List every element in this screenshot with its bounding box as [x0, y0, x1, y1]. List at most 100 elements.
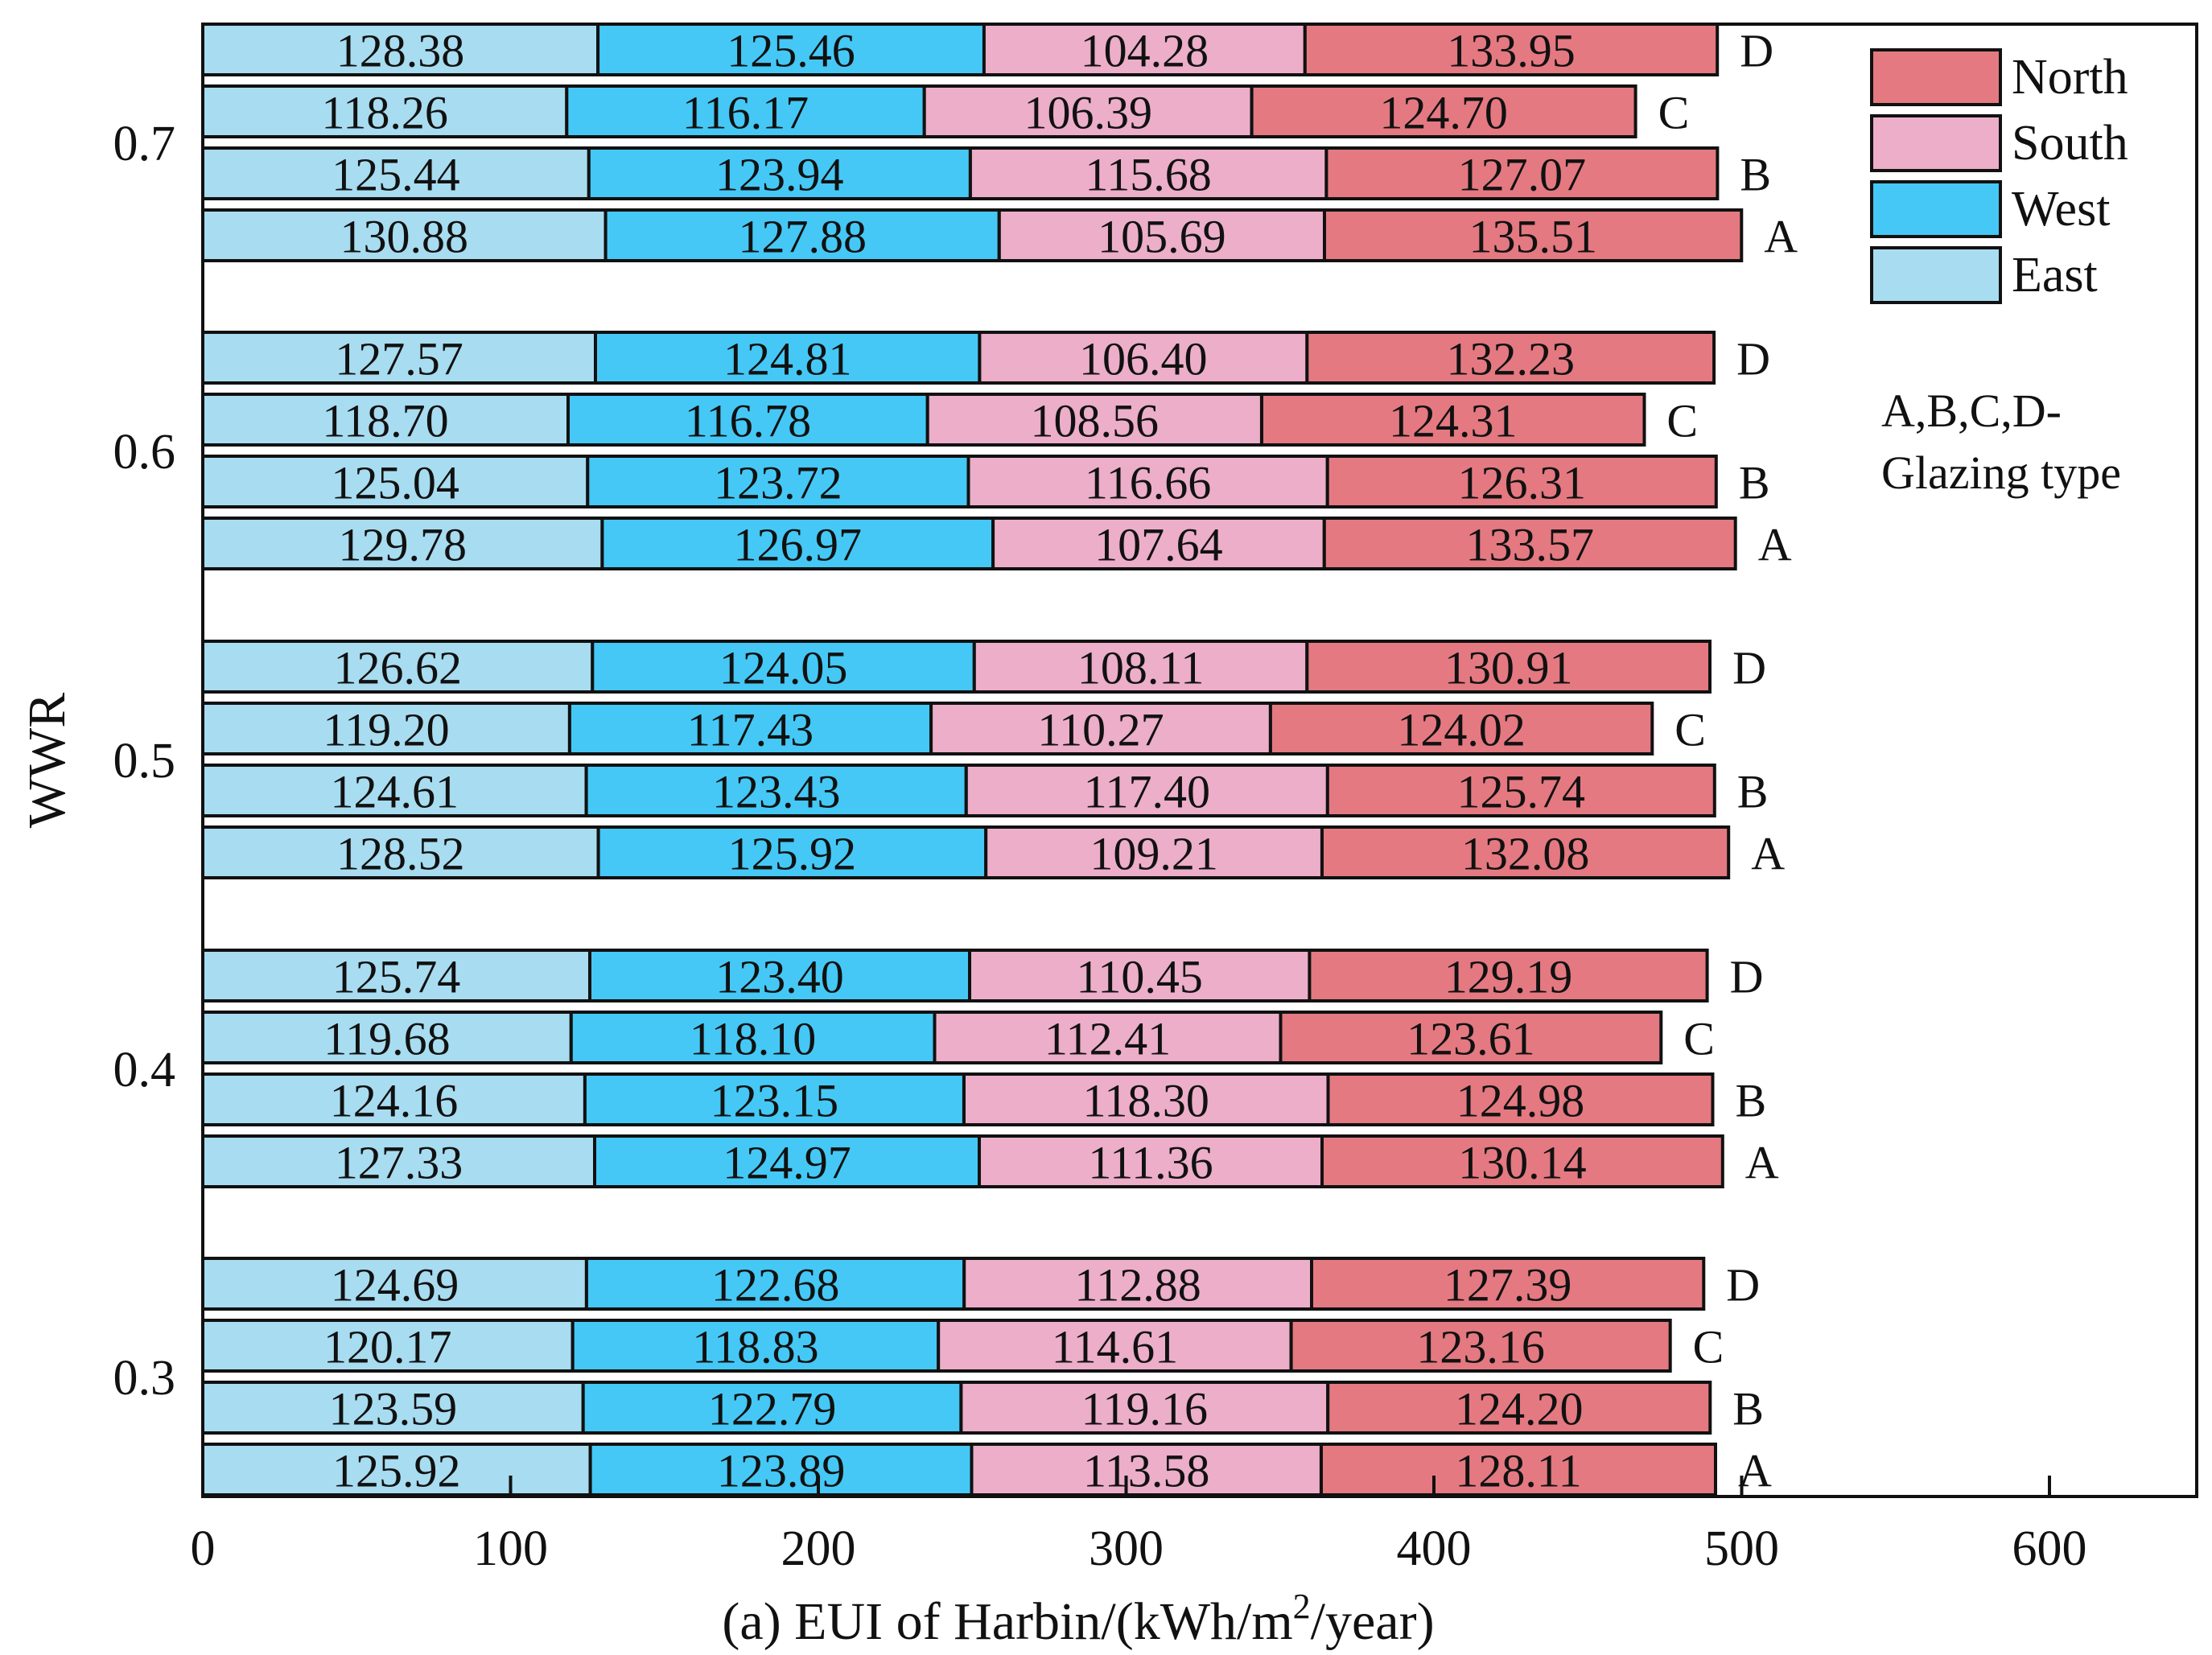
glazing-type-label: D — [1730, 951, 1764, 1003]
bar-segment-west — [596, 825, 988, 879]
bar-segment-east — [201, 84, 569, 138]
legend-swatch-south — [1870, 114, 2002, 172]
bar-segment-west — [600, 517, 995, 570]
bar-segment-west — [565, 84, 926, 138]
bar-segment-south — [922, 84, 1254, 138]
x-tick-label: 500 — [1704, 1521, 1779, 1576]
glazing-type-label: B — [1739, 457, 1770, 509]
bar-segment-west — [566, 393, 929, 447]
bar-value-label: 122.68 — [711, 1259, 840, 1311]
bar-segment-north — [1325, 455, 1718, 508]
bar-segment-west — [584, 1257, 966, 1311]
bar-segment-north — [1268, 702, 1654, 755]
x-tick-label: 600 — [2012, 1521, 2087, 1576]
y-tick-label: 0.3 — [113, 1351, 176, 1406]
bar-segment-west — [588, 949, 971, 1002]
bar-value-label: 135.51 — [1468, 211, 1597, 263]
glazing-type-label: D — [1732, 642, 1766, 694]
bar-segment-south — [929, 702, 1272, 755]
bar-value-label: 132.08 — [1461, 828, 1590, 880]
bar-value-label: 124.81 — [723, 333, 852, 385]
bar-segment-north — [1326, 1381, 1712, 1435]
bar-value-label: 124.69 — [331, 1259, 459, 1311]
bar-value-label: 125.44 — [332, 149, 460, 201]
bar-value-label: 124.16 — [330, 1075, 459, 1127]
glazing-type-label: C — [1666, 395, 1698, 447]
bar-value-label: 133.57 — [1465, 519, 1594, 571]
bar-value-label: 129.19 — [1444, 951, 1573, 1003]
bar-value-label: 116.66 — [1085, 457, 1211, 509]
glazing-type-label: D — [1740, 25, 1773, 77]
bar-segment-north — [1289, 1319, 1672, 1373]
legend-swatch-west — [1870, 180, 2002, 238]
bar-value-label: 124.02 — [1397, 704, 1526, 756]
glazing-type-label: A — [1745, 1137, 1779, 1189]
bar-value-label: 124.97 — [723, 1137, 851, 1189]
bar-segment-east — [201, 1381, 585, 1435]
bar-segment-north — [1326, 1072, 1715, 1126]
bar-value-label: 128.11 — [1455, 1445, 1581, 1497]
bar-value-label: 132.23 — [1446, 333, 1575, 385]
bar-value-label: 114.61 — [1052, 1321, 1178, 1373]
glazing-type-label: C — [1693, 1321, 1724, 1373]
x-axis-ticks: 0 100 200 300 400 500 600 — [191, 1476, 2087, 1576]
glazing-type-label: B — [1732, 1383, 1764, 1435]
y-tick-label: 0.7 — [113, 117, 176, 171]
bar-value-label: 127.33 — [335, 1137, 463, 1189]
y-tick-label: 0.4 — [113, 1043, 176, 1097]
bar-segment-east — [201, 1134, 596, 1188]
bar-value-label: 128.52 — [336, 828, 465, 880]
bar-segment-south — [968, 949, 1312, 1002]
value-labels-layer: 128.38 125.46 104.28 133.95 118.26 116.17 106.… — [322, 25, 1597, 1497]
bar-value-label: 118.10 — [690, 1013, 816, 1065]
bar-value-label: 130.91 — [1444, 642, 1573, 694]
bar-segment-east — [201, 393, 570, 447]
bar-value-label: 123.40 — [715, 951, 844, 1003]
bar-value-label: 116.78 — [685, 395, 811, 447]
bar-value-label: 116.17 — [682, 87, 809, 139]
bar-value-label: 124.61 — [331, 766, 459, 818]
bar-value-label: 106.40 — [1079, 333, 1208, 385]
bar-value-label: 108.11 — [1077, 642, 1204, 694]
legend-label-south: South — [2012, 116, 2128, 171]
bar-value-label: 124.05 — [719, 642, 848, 694]
legend-swatch-north — [1870, 48, 2002, 106]
bar-segment-east — [201, 208, 608, 262]
y-tick-label: 0.6 — [113, 425, 176, 480]
bar-value-label: 109.21 — [1090, 828, 1218, 880]
bar-value-label: 122.79 — [708, 1383, 837, 1435]
bar-segment-north — [1260, 393, 1646, 447]
bar-value-label: 115.68 — [1085, 149, 1211, 201]
glazing-type-label: A — [1764, 211, 1798, 263]
bar-segment-east — [201, 23, 600, 76]
bar-segment-south — [972, 640, 1309, 694]
glazing-type-label: C — [1674, 704, 1706, 756]
bar-segment-south — [966, 455, 1329, 508]
bar-value-label: 125.74 — [332, 951, 461, 1003]
bar-segment-south — [933, 1011, 1283, 1064]
bar-value-label: 133.95 — [1447, 25, 1576, 77]
bar-segment-east — [201, 517, 604, 570]
bar-segment-north — [1325, 764, 1716, 817]
bar-value-label: 105.69 — [1098, 211, 1226, 263]
bar-value-label: 127.07 — [1458, 149, 1587, 201]
bar-segment-south — [984, 825, 1324, 879]
bar-value-label: 123.72 — [714, 457, 842, 509]
legend-label-west: West — [2012, 182, 2110, 237]
bar-segment-west — [571, 1319, 941, 1373]
bar-value-label: 128.38 — [336, 25, 465, 77]
bar-segment-north — [1279, 1011, 1663, 1064]
glazing-type-label: D — [1736, 333, 1770, 385]
bar-value-label: 126.97 — [733, 519, 862, 571]
bar-value-label: 130.14 — [1458, 1137, 1587, 1189]
bar-segment-east — [201, 764, 588, 817]
bar-segment-north — [1250, 84, 1637, 138]
bar-segment-north — [1320, 1443, 1717, 1496]
bar-value-label: 123.15 — [711, 1075, 839, 1127]
glazing-type-label: C — [1658, 87, 1690, 139]
bar-segment-west — [587, 146, 972, 200]
bar-value-label: 112.88 — [1074, 1259, 1201, 1311]
bar-segment-west — [569, 1011, 937, 1064]
glazing-type-label: A — [1751, 828, 1785, 880]
glazing-type-label: C — [1683, 1013, 1715, 1065]
